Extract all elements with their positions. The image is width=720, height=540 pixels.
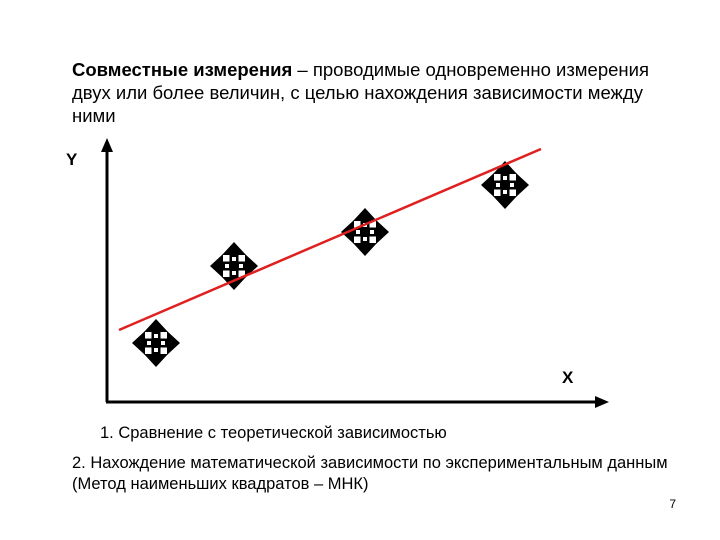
fit-line bbox=[118, 147, 542, 332]
y-axis-arrowhead bbox=[101, 138, 113, 152]
note-theoretical-comparison: 1. Сравнение с теоретической зависимость… bbox=[100, 424, 447, 442]
page-number: 7 bbox=[669, 497, 676, 511]
note-least-squares: 2. Нахождение математической зависимости… bbox=[72, 454, 668, 493]
title-definition: – проводимые одновременно измерения двух… bbox=[72, 59, 649, 126]
data-point-marker bbox=[132, 319, 180, 367]
x-axis-arrowhead bbox=[595, 396, 609, 408]
x-axis-label: X bbox=[562, 368, 574, 387]
data-point-marker bbox=[210, 242, 258, 290]
slide-title: Совместные измерения – проводимые одновр… bbox=[72, 58, 672, 127]
y-axis-label: Y bbox=[66, 150, 78, 169]
data-point-marker bbox=[481, 161, 529, 209]
title-term: Совместные измерения bbox=[72, 59, 293, 80]
